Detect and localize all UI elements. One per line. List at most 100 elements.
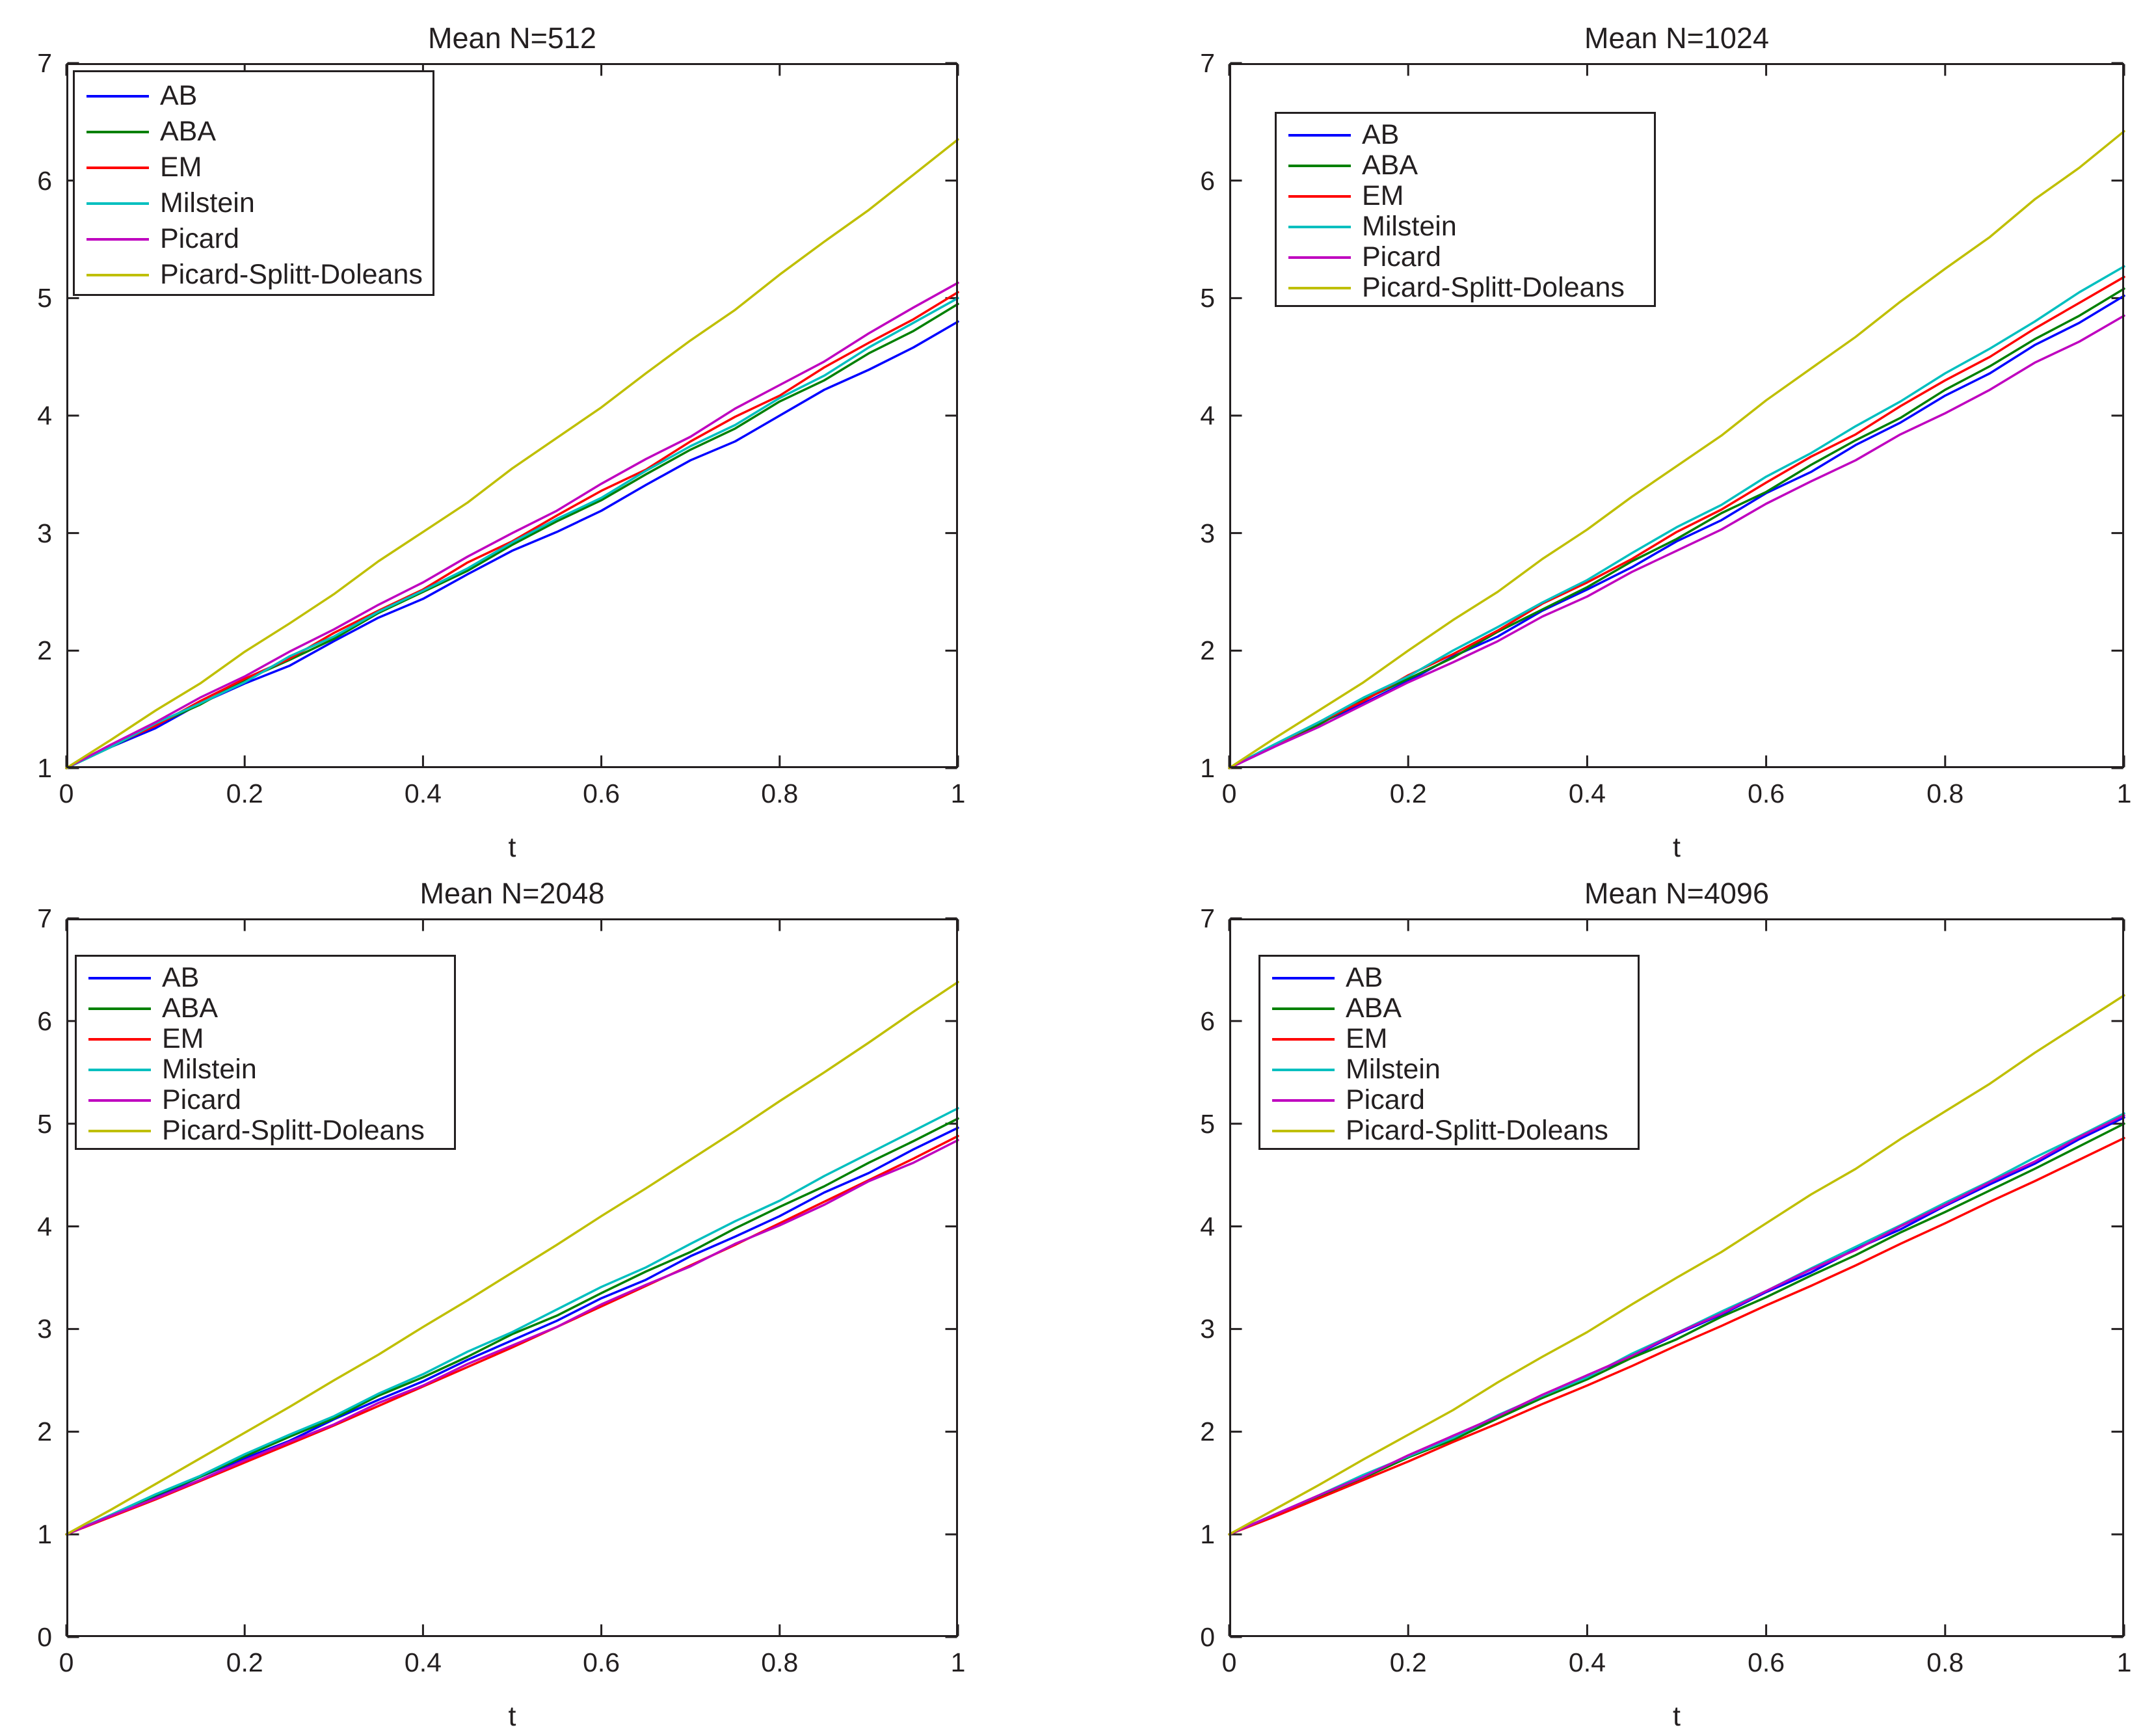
y-tick-label: 5 [37,1108,52,1139]
legend: AB ABA EM Milstein Picard Picard-Splitt-Dolea… [1275,112,1656,307]
legend: AB ABA EM Milstein Picard Picard-Splitt-Dolea… [73,70,434,296]
legend-line-sample [87,94,149,98]
x-tick-label: 0.8 [1926,1647,1964,1677]
x-axis-label: t [1673,832,1681,863]
y-tick-label: 0 [1200,1622,1215,1652]
y-tick-label: 4 [37,1211,52,1242]
legend-label: Picard-Splitt-Doleans [160,259,423,290]
x-tick-label: 1 [2116,779,2132,808]
plot-area [65,917,959,1638]
y-tick-label: 4 [1200,401,1215,431]
series-line-picard-splitt-doleans [1228,130,2125,769]
y-tick-label: 4 [1200,1211,1215,1242]
legend-label: Picard-Splitt-Doleans [1362,272,1625,303]
axes-box [66,918,958,1637]
y-tick-label: 1 [1200,1519,1215,1550]
plot-title: Mean N=2048 [419,877,605,910]
series-line-picard-splitt-doleans [65,138,959,769]
y-tick-label: 0 [37,1622,52,1652]
x-tick-label: 0.8 [1926,779,1964,808]
legend-line-sample [87,166,149,169]
y-tick-label: 7 [37,903,52,933]
plot-title: Mean N=1024 [1584,21,1769,55]
plot-area [1228,917,2125,1638]
series-line-aba [1228,1122,2125,1536]
y-tick-label: 2 [37,635,52,666]
y-tick-label: 4 [37,401,52,431]
plot-title: Mean N=512 [428,21,596,55]
legend-label: EM [1362,180,1404,211]
x-tick-label: 1 [950,1647,966,1677]
legend-line-sample [1288,133,1351,137]
x-tick-label: 0.4 [404,779,442,808]
plot-canvas [1228,62,2125,769]
legend-item: Milstein [1277,211,1654,242]
legend: AB ABA EM Milstein Picard Picard-Splitt-Dolea… [1258,955,1640,1150]
axes-box [1229,63,2124,768]
legend-line-sample [87,202,149,205]
legend-line-sample [88,976,151,979]
legend-label: Picard-Splitt-Doleans [1346,1115,1608,1146]
x-axis-label: t [508,832,516,863]
x-tick-label: 0.2 [226,1647,263,1677]
x-tick-label: 0 [1221,1647,1237,1677]
legend-item: Picard [1277,241,1654,273]
series-line-picard [1228,1114,2125,1536]
legend-item: EM [1277,180,1654,211]
legend-item: EM [1260,1023,1638,1054]
series-line-em [65,1134,959,1536]
y-tick-label: 6 [1200,1006,1215,1036]
axes-box [1229,918,2124,1637]
x-tick-label: 0.2 [1389,1647,1427,1677]
legend-item: EM [75,150,433,185]
legend-label: Milstein [1362,211,1457,242]
y-tick-label: 2 [1200,1417,1215,1447]
series-line-em [1228,276,2125,769]
legend-label: Picard [162,1084,241,1115]
legend: AB ABA EM Milstein Picard Picard-Splitt-Dolea… [75,955,456,1150]
y-tick-label: 2 [37,1417,52,1447]
legend-line-sample [1288,225,1351,228]
legend-item: Picard [75,221,433,257]
legend-item: Picard [1260,1084,1638,1115]
legend-item: AB [1260,962,1638,993]
legend-item: Milstein [1260,1054,1638,1085]
legend-line-sample [1272,976,1335,979]
x-axis-label: t [1673,1701,1681,1732]
x-tick-label: 0.2 [1389,779,1427,808]
legend-item: Picard-Splitt-Doleans [1260,1115,1638,1146]
legend-item: ABA [1277,150,1654,181]
x-axis-label: t [508,1701,516,1732]
plot-area [1228,62,2125,769]
legend-label: AB [1362,119,1400,150]
x-tick-label: 0.8 [761,1647,799,1677]
series-line-milstein [65,297,959,769]
legend-item: Milstein [77,1054,454,1085]
y-tick-label: 1 [37,753,52,783]
legend-line-sample [88,1037,151,1041]
legend-line-sample [88,1099,151,1102]
series-line-em [1228,1137,2125,1536]
legend-label: EM [1346,1023,1388,1054]
legend-label: AB [162,962,200,993]
legend-line-sample [1288,286,1351,289]
legend-label: AB [1346,962,1383,993]
y-tick-label: 7 [37,48,52,78]
y-tick-label: 2 [1200,635,1215,666]
legend-label: Milstein [1346,1054,1441,1085]
x-tick-label: 0.4 [1568,779,1606,808]
plot-canvas [65,917,959,1638]
x-tick-label: 0.2 [226,779,263,808]
legend-item: EM [77,1023,454,1054]
legend-line-sample [87,237,149,241]
legend-label: Picard [1362,241,1441,273]
y-tick-label: 6 [1200,165,1215,196]
y-tick-label: 7 [1200,48,1215,78]
legend-line-sample [1272,1037,1335,1041]
legend-label: Picard-Splitt-Doleans [162,1115,425,1146]
x-tick-label: 0.4 [404,1647,442,1677]
x-tick-label: 1 [2116,1647,2132,1677]
legend-item: Milstein [75,185,433,221]
legend-label: EM [162,1023,204,1054]
